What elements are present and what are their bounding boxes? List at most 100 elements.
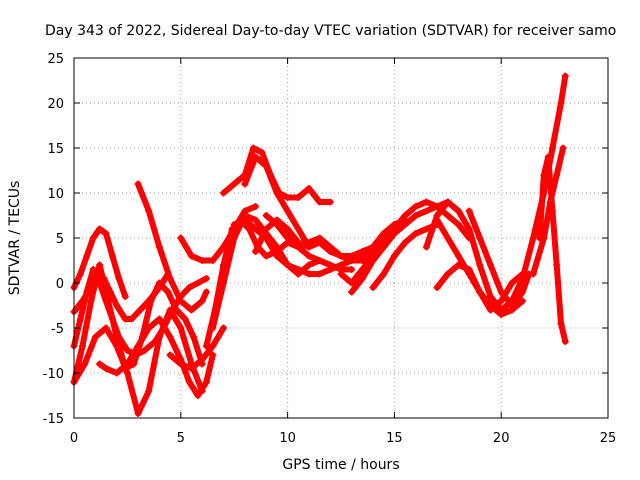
data-point	[553, 171, 561, 179]
data-point	[369, 257, 377, 264]
data-point	[123, 347, 131, 354]
data-point	[326, 266, 334, 273]
data-point	[348, 288, 356, 296]
series-arc-06	[96, 315, 217, 399]
y-axis-label: SDTVAR / TECUs	[7, 181, 23, 296]
data-point	[134, 342, 142, 350]
data-point	[155, 333, 163, 341]
data-point	[422, 207, 430, 215]
series-trace	[423, 199, 526, 313]
data-point	[273, 252, 281, 260]
series-layer	[70, 72, 569, 417]
data-point	[177, 297, 185, 305]
data-point	[187, 252, 195, 260]
data-point	[454, 261, 462, 269]
data-point	[422, 225, 430, 233]
data-point	[87, 297, 95, 305]
data-point	[444, 212, 452, 219]
data-point	[230, 221, 238, 228]
data-point	[412, 203, 420, 210]
data-point	[166, 275, 174, 282]
data-point	[559, 144, 567, 152]
data-point	[155, 279, 163, 287]
data-point	[358, 275, 366, 282]
data-point	[348, 266, 356, 273]
series-arc-22	[433, 261, 527, 314]
series-trace	[209, 212, 355, 331]
data-point	[121, 293, 129, 300]
x-tick-label: 5	[177, 431, 185, 446]
data-point	[230, 180, 238, 188]
data-point	[145, 324, 153, 332]
data-point	[337, 261, 345, 269]
data-point	[273, 221, 281, 228]
chart-title: Day 343 of 2022, Sidereal Day-to-day VTE…	[45, 23, 616, 39]
x-tick-label: 10	[279, 431, 296, 446]
data-point	[252, 216, 260, 224]
data-point	[258, 149, 266, 156]
data-point	[487, 306, 495, 314]
data-point	[228, 225, 236, 233]
data-point	[284, 234, 292, 242]
data-point	[540, 171, 548, 179]
data-point	[102, 365, 110, 372]
data-point	[508, 306, 516, 314]
data-point	[96, 261, 104, 269]
data-point	[177, 360, 185, 368]
data-point	[202, 342, 210, 350]
data-point	[284, 225, 292, 233]
data-point	[128, 315, 136, 323]
data-point	[252, 248, 260, 255]
data-point	[202, 288, 210, 296]
data-point	[91, 333, 99, 341]
data-point	[487, 261, 495, 269]
data-point	[497, 288, 505, 296]
y-tick-label: -15	[43, 412, 64, 427]
data-point	[422, 243, 430, 251]
data-point	[194, 392, 202, 399]
data-point	[487, 293, 495, 300]
data-point	[198, 356, 206, 363]
data-point	[529, 270, 537, 278]
data-point	[316, 270, 324, 278]
data-point	[412, 230, 420, 237]
x-tick-label: 20	[493, 431, 510, 446]
data-point	[252, 203, 260, 210]
data-point	[294, 194, 302, 201]
data-point	[134, 180, 142, 188]
data-point	[190, 333, 198, 341]
data-point	[166, 333, 174, 341]
data-point	[358, 257, 366, 264]
y-tick-label: 25	[47, 52, 64, 67]
data-point	[454, 207, 462, 215]
data-point	[164, 288, 172, 296]
data-point	[83, 252, 91, 260]
data-point	[465, 266, 473, 273]
data-point	[548, 207, 556, 215]
data-point	[497, 311, 505, 318]
data-point	[305, 261, 313, 269]
data-point	[497, 297, 505, 305]
data-point	[102, 230, 110, 237]
data-point	[519, 297, 527, 305]
x-tick-label: 0	[70, 431, 78, 446]
data-point	[241, 180, 249, 188]
data-point	[444, 270, 452, 278]
data-point	[121, 315, 129, 323]
data-point	[529, 234, 537, 242]
data-point	[358, 248, 366, 255]
data-point	[147, 297, 155, 305]
data-point	[220, 324, 228, 332]
data-point	[76, 315, 84, 323]
data-point	[209, 342, 217, 350]
data-point	[187, 365, 195, 372]
y-tick-label: 5	[56, 232, 64, 247]
series-arc-08	[166, 324, 228, 372]
data-point	[305, 185, 313, 192]
series-trace	[203, 217, 334, 349]
data-point	[173, 306, 181, 314]
data-point	[465, 225, 473, 233]
data-point	[316, 257, 324, 264]
y-tick-label: -5	[51, 322, 64, 337]
data-point	[337, 270, 345, 278]
